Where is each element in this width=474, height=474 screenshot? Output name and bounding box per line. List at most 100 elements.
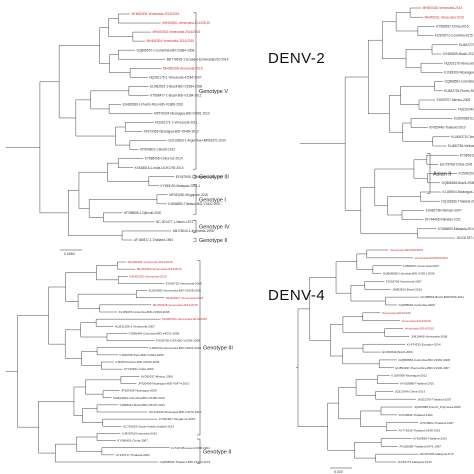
leaf-label: JQ915089-French_Polynesia-2009: [414, 405, 461, 409]
leaf-label: MH544484-Colombia-BID-V6495-2012: [113, 396, 165, 400]
leaf-label: JQ513346-China-2013: [395, 389, 426, 393]
leaf-label: EU482591-1-Brazil-BID-V2284-2008: [150, 84, 202, 88]
leaf-label: KT726361-Cuba-2000: [124, 367, 154, 371]
leaf-label: KY553190-Malaysia-2014-1: [161, 184, 201, 188]
genotype-bracket: [193, 12, 197, 170]
leaf-label-venezuela-highlight: MH450308-Venezuela-2015: [163, 66, 203, 70]
leaf-label-venezuela-highlight: MH450328-Venezuela-2014/2015: [153, 303, 198, 307]
genotype-label: Asian II: [433, 172, 452, 178]
leaf-label: AY099337-Mexico-2006: [141, 374, 173, 378]
leaf-label: FJ639734-Peru-BID-V2045-2005: [115, 360, 159, 364]
leaf-label: KF973453-Nicaragua-BID-V5484-2012: [144, 130, 199, 134]
leaf-label: AB178040-1-Indonesia-1998: [173, 229, 214, 233]
leaf-label: GQ868570-1-Colombia-BID-V3384-2008: [136, 48, 194, 52]
leaf-label: FJ639750-USA-BID-V1206-2008: [156, 339, 200, 343]
leaf-label: JF920409-Nicaragua-BID-V5474-2010: [138, 382, 190, 386]
leaf-label: GQ868586-Colombia-BID-V3363-2008: [398, 358, 450, 362]
leaf-label-venezuela-highlight: MH450325-Venezuela-2014/2015: [128, 260, 173, 264]
leaf-label-venezuela-highlight: Venezuela-2014/2015: [405, 327, 435, 331]
leaf-label: AF180817-1-Thailand-1964: [134, 238, 173, 242]
leaf-label: KF744406-Pakistan-2011: [425, 218, 461, 222]
leaf-label: FJ639722-Venezuela-BID-V2024-2006: [149, 346, 201, 350]
leaf-label: EF457905-1-Malaysia-1264-1972: [176, 175, 224, 179]
leaf-label-venezuela-highlight: Venezuela-2014/2015: [401, 319, 431, 323]
leaf-label: KC762653-Saudi-Arabia-Jeddah-2014: [123, 424, 174, 428]
leaf-label: KU509272-Colombia-2015: [435, 34, 473, 38]
leaf-label: JF262779-Malaysia-1975: [398, 460, 432, 464]
leaf-label: GQ868583-Brazil-2008: [442, 181, 474, 185]
leaf-label: FJ744748-Laos-1/1998-2004: [171, 446, 210, 450]
leaf-label: JN983813-Brazil-2010: [392, 287, 422, 291]
leaf-label: KJ189304-Nicaragua-2005: [442, 190, 474, 194]
leaf-label: AY618989-Thailand-0476-1997: [399, 444, 441, 448]
leaf-label: FJ882597-Venezuela-2007: [403, 264, 439, 268]
genotype-label: Genotype II: [203, 449, 232, 455]
leaf-label: FJ639708-Peru-BID-V2024-2006: [119, 353, 163, 357]
leaf-label-venezuela-highlight: MH450311-Venezuela-2015: [424, 15, 464, 19]
genotype-bracket: [193, 238, 197, 242]
genotype-bracket: [197, 260, 201, 436]
leaf-label-venezuela-highlight: Venezuela-2014/2015: [382, 311, 412, 315]
leaf-label: EF457906-Malaysia-P73: [420, 452, 453, 456]
denv2-panel-title: DENV-2: [268, 50, 326, 67]
leaf-label: HQ332186-1-Venezuela-2007: [115, 324, 155, 328]
leaf-label: GQ868594-Colombia-2008: [399, 303, 435, 307]
panel-denv1-tree: MH450300-Venezuela-2014/2015 MH450301-Ven…: [6, 12, 230, 256]
leaf-label-venezuela-highlight: MH450327-Venezuela-2015: [166, 296, 204, 300]
leaf-label: EU482748-Vietnam-2007: [426, 209, 462, 213]
leaf-label: GQ868593-Thailand-BID-V2403-1973: [160, 460, 211, 464]
leaf-label: GU131937-Singapore-2005: [457, 236, 474, 240]
leaf-label: KY586436-China-GZ-2014: [145, 157, 183, 161]
leaf-label: KY586699-Malaysia-2014: [438, 227, 474, 231]
leaf-label-venezuela-highlight: MH450326-Venezuela-2014/2015: [137, 267, 182, 271]
leaf-label: KF188863-Brazil-BJRP909-2011: [420, 295, 464, 299]
panel-denv3-tree: MH450325-Venezuela-2014/2015 MH450326-Ven…: [6, 260, 233, 464]
genotype-label: Genotype III: [199, 175, 229, 181]
leaf-label: EU726768-China-2006: [440, 163, 473, 167]
leaf-label: HQ332171-1-Venezuela-2011: [155, 121, 197, 125]
leaf-label: DQ181806-Thailand-2005: [441, 199, 474, 203]
leaf-label: KJ189368-Nicaragua-2012: [391, 374, 427, 378]
scale-bar-label: 0.0060: [64, 252, 75, 256]
leaf-label: MF576324-Nicaragua-BID-V2081-2010: [154, 112, 210, 116]
leaf-label: KP406801-1-Brazil-2012: [140, 148, 175, 152]
leaf-label: GQ868585-Colombia-BID-V3361-2008: [383, 272, 435, 276]
leaf-label: AY145717-Thailand-2001: [116, 453, 150, 457]
scale-bar-label: 0.020: [334, 470, 343, 474]
leaf-label: JN022378-Thailand-2007: [417, 397, 451, 401]
leaf-label: EU854297-Puerto-Rico-BID-V1046-2007: [396, 366, 451, 370]
leaf-label: KY586537-China-2015: [436, 25, 469, 29]
leaf-label: KU509253-Haiti-2014: [459, 172, 474, 176]
leaf-label: JF920428-Nicaragua-2009: [121, 389, 157, 393]
leaf-label-venezuela-highlight: MH450304-Venezuela-2014/2015: [147, 39, 195, 43]
leaf-label: MF033260-Singapore-2015: [169, 193, 208, 197]
leaf-label: GQ868591-Colombia-2008: [444, 80, 474, 84]
leaf-label: KX618818-1-India-UCH1749-2014: [135, 166, 184, 170]
leaf-label: KU400275-China-2013: [451, 135, 474, 139]
leaf-label-venezuela-highlight: MH450330-Venezuela-2015: [129, 274, 167, 278]
leaf-label: EU482707-Peru-2009: [459, 43, 474, 47]
leaf-label: KF955446-Thailand-2010: [429, 126, 465, 130]
leaf-label: KU509288-Ecuador-2014: [454, 117, 474, 121]
genotype-bracket: [427, 153, 431, 194]
leaf-label-venezuela-highlight: Venezuela-82/2000/2001: [390, 248, 424, 252]
leaf-label: EU482642-Brazil-2009: [382, 350, 413, 354]
leaf-label: KJ806883-Thailand-BID-V1842-2001: [168, 202, 221, 206]
genotype-bracket: [193, 220, 197, 233]
genotype-label: Genotype IV: [199, 224, 230, 230]
genotype-bracket: [193, 183, 197, 215]
panel-denv2-tree: MH450310-Venezuela-2014 MH450311-Venezuel…: [300, 6, 474, 240]
leaf-label: NC-001477-1-Nauru-1974: [156, 220, 193, 224]
leaf-label: HQ332176-Venezuela-2007: [444, 61, 474, 65]
genotype-label: Genotype II: [199, 238, 228, 244]
leaf-label: FJ898446-Colombia-BID-V4031-2008: [129, 332, 180, 336]
leaf-label: AY618990-Thailand-2001: [413, 437, 447, 441]
leaf-label: KT998477-1-Brazil-BID-V3184-2012: [150, 93, 202, 97]
leaf-label: KJ830750-Indonesia-2010: [122, 432, 158, 436]
leaf-label: KX380828-Brazil-2013: [443, 52, 474, 56]
genotype-bracket: [197, 438, 201, 464]
leaf-label: EU482680-1-Puerto-Rico-BID-V1866-2010: [123, 103, 184, 107]
leaf-label: JN819406-Venezuela-2008: [411, 334, 448, 338]
genotype-label: Genotype III: [203, 346, 233, 352]
